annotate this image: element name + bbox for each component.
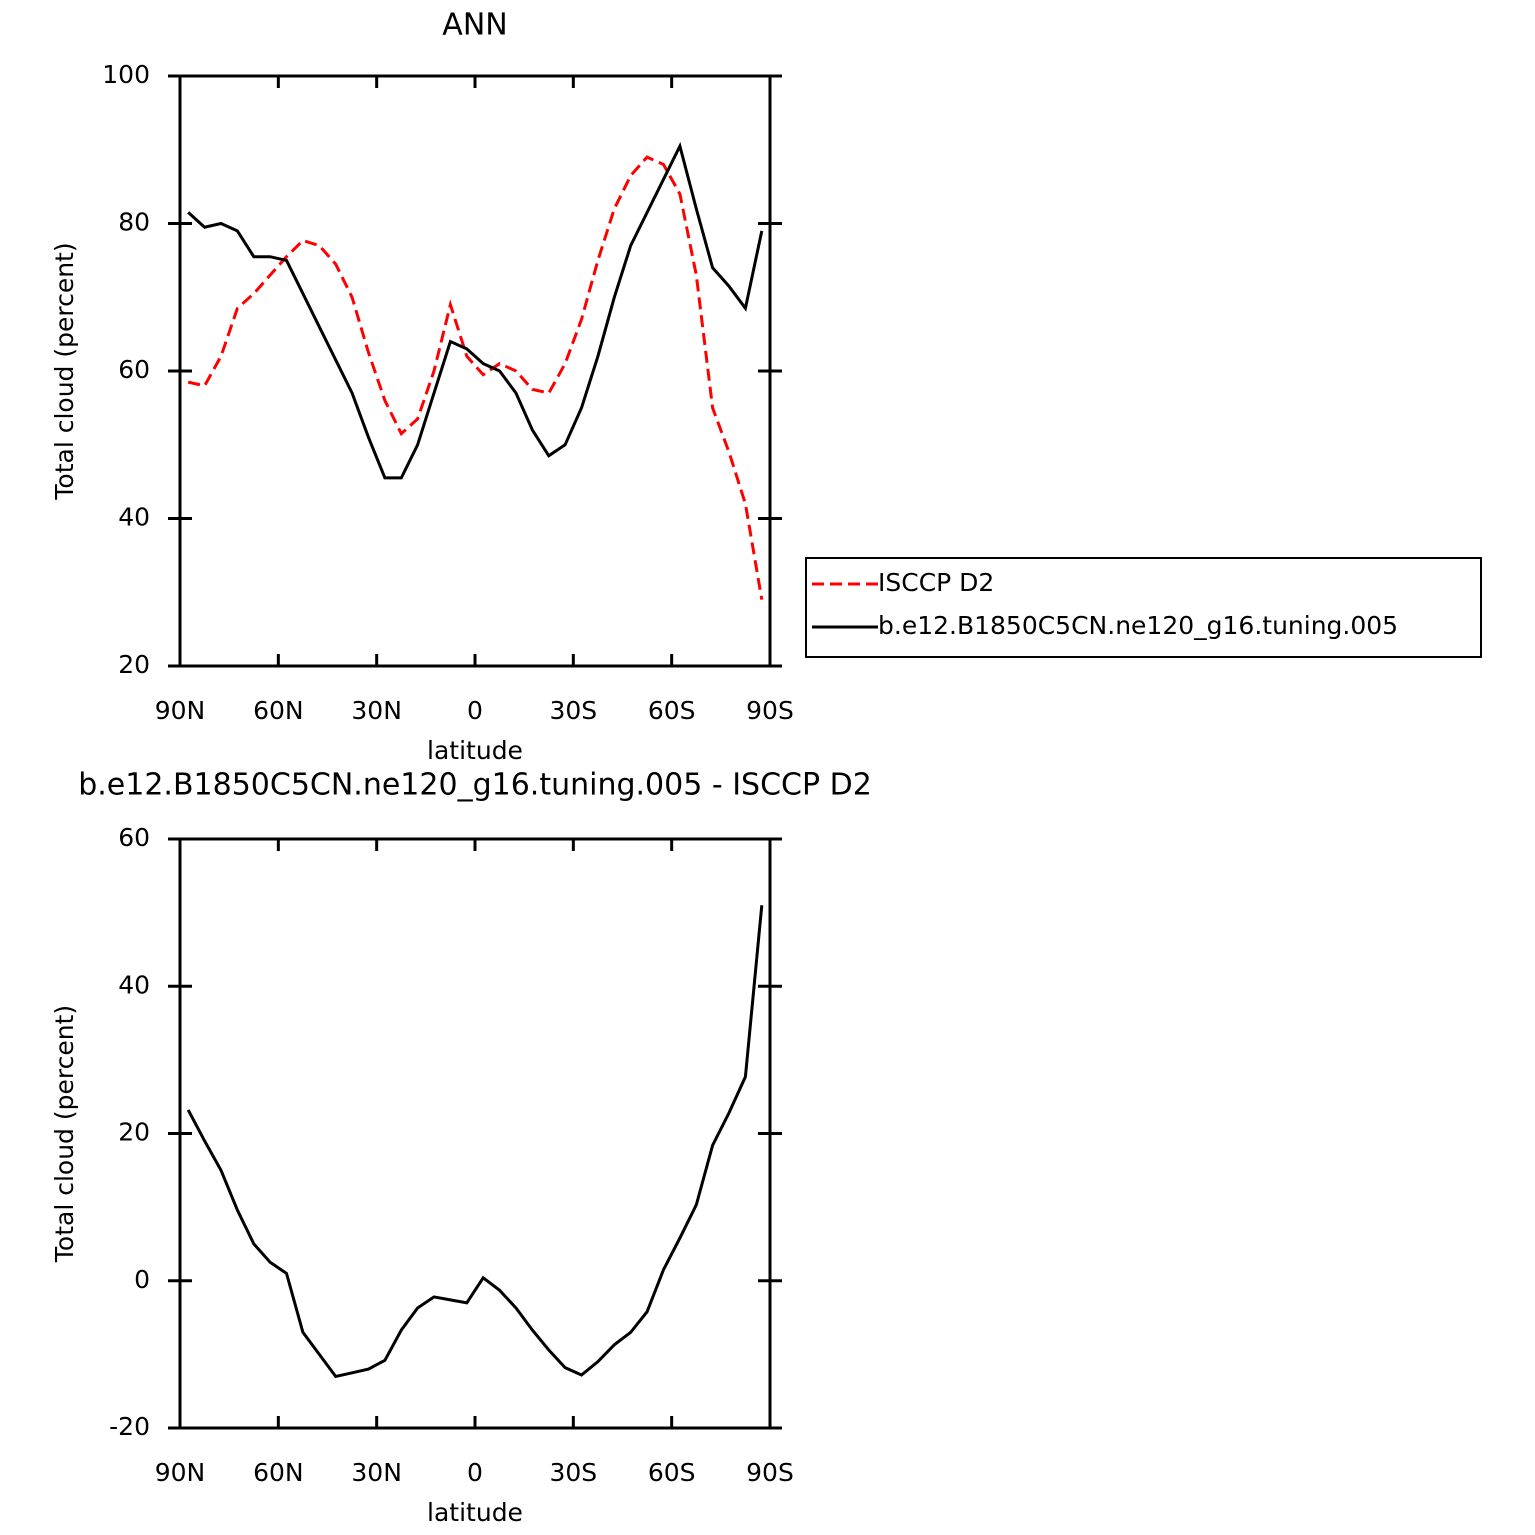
plot-frame bbox=[178, 837, 772, 1430]
x-tick-label: 0 bbox=[467, 696, 483, 725]
y-axis-label: Total cloud (percent) bbox=[50, 242, 79, 500]
x-tick-label: 90S bbox=[746, 1458, 794, 1487]
x-tick-label: 90S bbox=[746, 696, 794, 725]
x-tick-label: 60S bbox=[648, 1458, 696, 1487]
y-axis-label: Total cloud (percent) bbox=[50, 1005, 79, 1263]
legend-label: b.e12.B1850C5CN.ne120_g16.tuning.005 bbox=[878, 611, 1398, 640]
x-tick-label: 60N bbox=[253, 1458, 304, 1487]
y-tick-label: 60 bbox=[118, 355, 150, 384]
y-tick-label: 0 bbox=[134, 1265, 150, 1294]
x-tick-label: 30S bbox=[549, 696, 597, 725]
x-tick-label: 90N bbox=[155, 696, 206, 725]
y-tick-label: 100 bbox=[102, 60, 150, 89]
x-tick-label: 90N bbox=[155, 1458, 206, 1487]
chart-title: ANN bbox=[442, 8, 507, 43]
x-axis-label: latitude bbox=[427, 736, 523, 765]
legend-box bbox=[805, 557, 1482, 658]
y-tick-label: 20 bbox=[118, 650, 150, 679]
legend-label: ISCCP D2 bbox=[878, 568, 994, 597]
y-tick-label: -20 bbox=[109, 1412, 150, 1441]
plot-frame bbox=[178, 74, 772, 668]
y-tick-label: 20 bbox=[118, 1118, 150, 1147]
x-axis-label: latitude bbox=[427, 1498, 523, 1527]
x-tick-label: 30S bbox=[549, 1458, 597, 1487]
data-line bbox=[186, 905, 764, 1379]
x-tick-label: 60N bbox=[253, 696, 304, 725]
y-tick-label: 80 bbox=[118, 208, 150, 237]
y-tick-label: 40 bbox=[118, 503, 150, 532]
data-line bbox=[187, 155, 764, 600]
x-tick-label: 30N bbox=[351, 696, 402, 725]
y-tick-label: 60 bbox=[118, 823, 150, 852]
x-tick-label: 30N bbox=[351, 1458, 402, 1487]
x-tick-label: 60S bbox=[648, 696, 696, 725]
x-tick-label: 0 bbox=[467, 1458, 483, 1487]
y-tick-label: 40 bbox=[118, 970, 150, 999]
chart-title: b.e12.B1850C5CN.ne120_g16.tuning.005 - I… bbox=[78, 768, 872, 803]
data-line bbox=[187, 141, 764, 480]
